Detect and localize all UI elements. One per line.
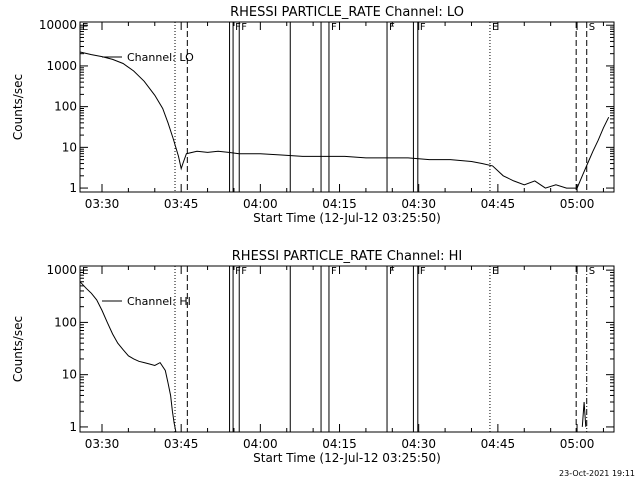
x-tick-label: 04:00 [243,437,278,451]
x-tick-label: 05:00 [560,437,595,451]
event-marker-label: F [235,22,241,33]
x-tick-label: 04:15 [322,437,357,451]
x-tick-label: 04:45 [481,197,516,211]
event-marker-label: E [492,22,498,33]
event-marker-label: F [420,22,426,33]
y-tick-label: 100 [54,100,77,114]
x-axis-label: Start Time (12-Jul-12 03:25:50) [253,451,441,465]
plot-timestamp: 23-Oct-2021 19:11 [559,469,635,478]
y-tick-label: 10 [62,368,77,382]
event-marker-label: E [82,22,88,33]
x-tick-label: 04:45 [481,437,516,451]
chart-title: RHESSI PARTICLE_RATE Channel: HI [232,249,462,264]
y-tick-label: 100 [54,315,77,329]
x-tick-label: 03:45 [164,437,199,451]
y-axis-label: Counts/sec [11,316,25,382]
y-tick-label: 1000 [46,59,77,73]
x-tick-label: 04:00 [243,197,278,211]
data-series-group [80,281,587,432]
event-marker-label: F [331,266,337,277]
event-marker-label: F [241,266,247,277]
x-tick-label: 03:45 [164,197,199,211]
event-marker-label: S [589,266,595,277]
x-tick-label: 04:30 [401,437,436,451]
y-tick-label: 1 [69,181,77,195]
event-marker-label: S [589,22,595,33]
x-tick-label: 04:15 [322,197,357,211]
legend-label: Channel: LO [127,51,194,64]
plot-frame [79,265,615,433]
y-tick-label: 1000 [46,263,77,277]
event-marker-label: F [389,22,395,33]
event-marker-label: E [492,266,498,277]
event-marker-label: F [241,22,247,33]
event-markers [80,266,588,432]
event-markers [80,22,588,192]
x-axis-label: Start Time (12-Jul-12 03:25:50) [253,211,441,225]
legend-label: Channel: HI [127,295,191,308]
x-tick-label: 03:30 [85,437,120,451]
event-marker-label: F [420,266,426,277]
y-tick-label: 10000 [39,18,77,32]
event-marker-label: F [235,266,241,277]
chart-panel-hi: RHESSI PARTICLE_RATE Channel: HIE F F F F F E S… [11,249,615,465]
data-series-group [80,51,610,189]
chart-title: RHESSI PARTICLE_RATE Channel: LO [230,5,464,20]
plot-frame [79,21,615,193]
event-marker-label: E [82,266,88,277]
y-tick-label: 1 [69,420,77,434]
data-series-line [581,401,587,427]
x-tick-label: 03:30 [85,197,120,211]
event-marker-label: F [331,22,337,33]
data-series-line [80,281,177,432]
x-tick-label: 04:30 [401,197,436,211]
y-tick-label: 10 [62,140,77,154]
data-series-line [80,51,610,189]
chart-panel-lo: RHESSI PARTICLE_RATE Channel: LOE F F F F F E S… [11,5,615,225]
x-tick-label: 05:00 [560,197,595,211]
y-axis-label: Counts/sec [11,74,25,140]
event-marker-label: F [389,266,395,277]
